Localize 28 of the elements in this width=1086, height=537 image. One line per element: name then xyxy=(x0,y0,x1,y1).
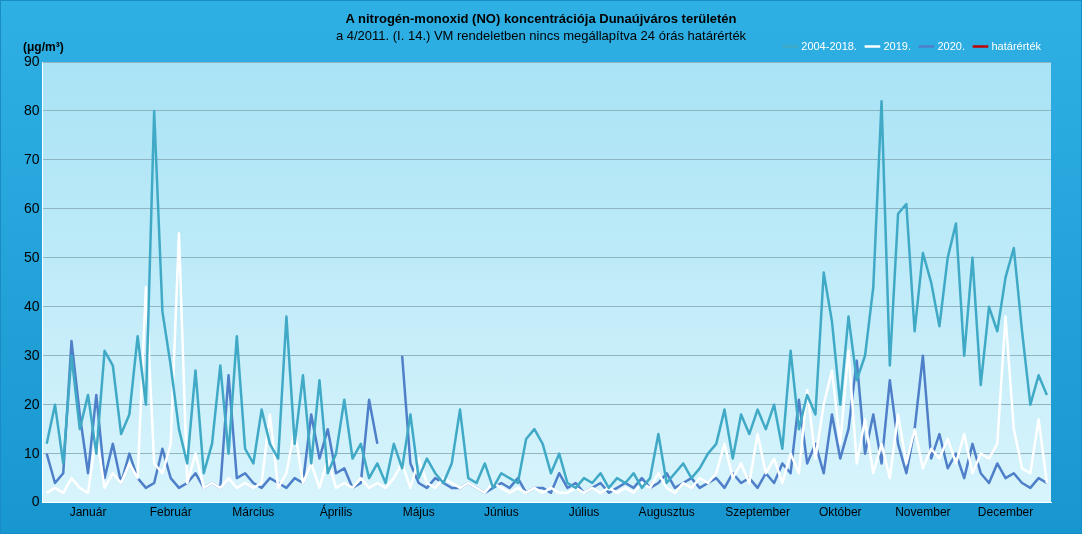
chart-subtitle: a 4/2011. (I. 14.) VM rendeletben nincs megállapítva 24 órás határérték xyxy=(335,27,747,43)
x-tick-label: Január xyxy=(69,505,107,520)
x-tick-label: Február xyxy=(149,505,192,520)
x-tick-label: December xyxy=(977,505,1034,520)
y-tick-label: 60 xyxy=(23,199,40,216)
x-tick-label: Április xyxy=(319,504,353,520)
y-tick-label: 20 xyxy=(23,395,40,412)
y-tick-label: 30 xyxy=(23,346,40,363)
y-tick-label: 10 xyxy=(23,444,40,461)
y-tick-label: 70 xyxy=(23,150,40,167)
x-tick-label: Március xyxy=(232,505,275,520)
legend-label: határérték xyxy=(991,39,1042,52)
chart-title: A nitrogén-monoxid (NO) koncentrációja Dunaújváros területén xyxy=(345,10,737,26)
y-tick-label: 40 xyxy=(23,297,40,314)
x-tick-label: Július xyxy=(568,505,600,520)
x-tick-label: Szeptember xyxy=(725,505,790,520)
y-axis-title: (μg/m³) xyxy=(23,40,64,55)
x-tick-label: Augusztus xyxy=(638,505,695,520)
y-tick-label: 50 xyxy=(23,248,40,265)
legend-label: 2004-2018. xyxy=(801,39,857,52)
y-tick-label: 0 xyxy=(31,493,40,510)
legend-label: 2019. xyxy=(883,39,911,52)
legend-label: 2020. xyxy=(937,39,965,52)
x-tick-label: Június xyxy=(483,505,519,520)
x-tick-label: Október xyxy=(818,505,862,520)
y-tick-label: 80 xyxy=(23,101,40,118)
x-tick-label: November xyxy=(895,505,951,520)
x-tick-label: Május xyxy=(402,505,435,520)
